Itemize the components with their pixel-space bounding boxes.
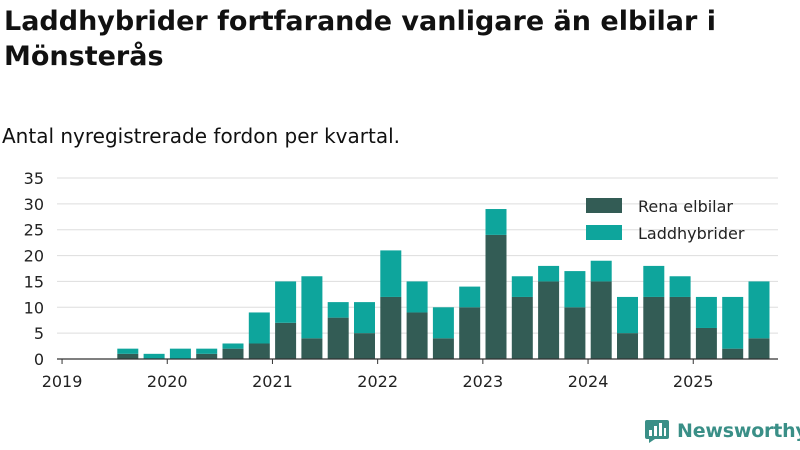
- bar-rena-elbilar: [590, 281, 612, 359]
- x-tick-label: 2019: [42, 372, 83, 391]
- bar-rena-elbilar: [301, 338, 323, 359]
- bar-rena-elbilar: [222, 348, 244, 359]
- legend-label: Rena elbilar: [638, 197, 733, 216]
- newsworthy-brand: Newsworthy: [677, 420, 800, 442]
- bar-rena-elbilar: [406, 312, 428, 359]
- legend: Rena elbilar Laddhybrider: [586, 197, 745, 243]
- bar-rena-elbilar: [380, 296, 402, 359]
- bar-laddhybrider: [117, 348, 139, 354]
- bar-rena-elbilar: [196, 353, 218, 359]
- y-tick-label: 20: [24, 247, 44, 266]
- bar-laddhybrider: [354, 302, 375, 334]
- bar-laddhybrider: [722, 296, 744, 349]
- bar-rena-elbilar: [748, 338, 770, 359]
- bar-rena-elbilar: [617, 333, 638, 359]
- bar-laddhybrider: [248, 312, 270, 344]
- bar-laddhybrider: [169, 348, 191, 359]
- legend-swatch: [586, 198, 622, 213]
- bar-rena-elbilar: [538, 281, 560, 359]
- y-tick-label: 15: [24, 272, 44, 291]
- bar-rena-elbilar: [669, 296, 691, 359]
- bar-rena-elbilar: [695, 327, 717, 359]
- y-tick-label: 30: [24, 195, 44, 214]
- bar-laddhybrider: [196, 348, 218, 354]
- y-tick-label: 10: [24, 298, 44, 317]
- x-tick-label: 2020: [147, 372, 188, 391]
- bar-laddhybrider: [748, 281, 770, 339]
- bar-rena-elbilar: [722, 348, 744, 359]
- bar-rena-elbilar: [643, 296, 665, 359]
- bar-rena-elbilar: [485, 234, 507, 359]
- bar-laddhybrider: [301, 276, 323, 339]
- bar-laddhybrider: [538, 265, 560, 282]
- y-axis-ticks: 0 5 10 15 20 25 30 35: [24, 169, 44, 369]
- newsworthy-logo: Newsworthy: [644, 418, 800, 444]
- bar-rena-elbilar: [354, 333, 375, 359]
- newsworthy-icon: [645, 420, 669, 443]
- bar-laddhybrider: [617, 296, 638, 334]
- bar-rena-elbilar: [275, 322, 297, 359]
- bar-laddhybrider: [275, 281, 297, 323]
- gridlines: [57, 177, 778, 334]
- bar-laddhybrider: [406, 281, 428, 313]
- y-tick-label: 5: [34, 324, 44, 343]
- bar-rena-elbilar: [511, 296, 533, 359]
- bar-laddhybrider: [590, 260, 612, 282]
- bar-rena-elbilar: [248, 343, 270, 359]
- bar-laddhybrider: [327, 302, 349, 318]
- y-tick-label: 0: [34, 350, 44, 369]
- x-tick-label: 2021: [252, 372, 293, 391]
- x-tick-label: 2022: [357, 372, 398, 391]
- bar-laddhybrider: [643, 265, 665, 297]
- bar-laddhybrider: [511, 276, 533, 297]
- bars: [117, 209, 770, 359]
- bar-rena-elbilar: [117, 353, 139, 359]
- x-tick-label: 2024: [568, 372, 609, 391]
- x-tick-label: 2023: [462, 372, 503, 391]
- bar-laddhybrider: [432, 307, 454, 339]
- y-tick-label: 35: [24, 169, 44, 188]
- bar-rena-elbilar: [432, 338, 454, 359]
- chart-subtitle: Antal nyregistrerade fordon per kvartal.: [2, 124, 401, 148]
- bar-laddhybrider: [564, 271, 586, 308]
- x-axis: 2019 2020 2021 2022 2023 2024 2025: [42, 358, 778, 391]
- legend-swatch: [586, 225, 622, 240]
- bar-laddhybrider: [222, 343, 244, 349]
- x-tick-label: 2025: [673, 372, 714, 391]
- bar-rena-elbilar: [327, 317, 349, 359]
- bar-laddhybrider: [485, 209, 507, 235]
- bar-laddhybrider: [459, 286, 481, 308]
- bar-laddhybrider: [380, 250, 402, 297]
- bar-rena-elbilar: [459, 307, 481, 359]
- y-tick-label: 25: [24, 221, 44, 240]
- bar-laddhybrider: [695, 296, 717, 328]
- bar-rena-elbilar: [564, 307, 586, 359]
- bar-laddhybrider: [669, 276, 691, 297]
- chart-title: Laddhybrider fortfarande vanligare än el…: [4, 6, 716, 72]
- legend-label: Laddhybrider: [638, 224, 745, 243]
- bar-laddhybrider: [143, 353, 165, 359]
